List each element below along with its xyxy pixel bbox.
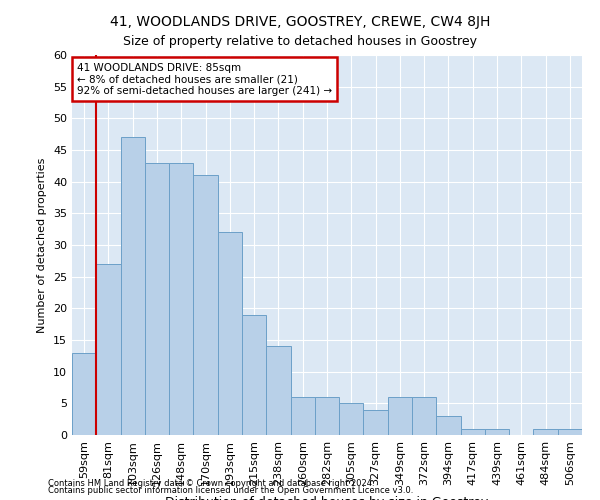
Y-axis label: Number of detached properties: Number of detached properties [37, 158, 47, 332]
Bar [388, 397, 412, 435]
Bar [461, 428, 485, 435]
Bar [290, 397, 315, 435]
Bar [485, 428, 509, 435]
Bar [72, 352, 96, 435]
Bar [339, 404, 364, 435]
Bar [533, 428, 558, 435]
Bar [266, 346, 290, 435]
Text: Contains HM Land Registry data © Crown copyright and database right 2024.: Contains HM Land Registry data © Crown c… [48, 478, 374, 488]
Bar [364, 410, 388, 435]
Text: Size of property relative to detached houses in Goostrey: Size of property relative to detached ho… [123, 35, 477, 48]
Bar [121, 138, 145, 435]
Bar [169, 162, 193, 435]
Bar [412, 397, 436, 435]
Text: 41, WOODLANDS DRIVE, GOOSTREY, CREWE, CW4 8JH: 41, WOODLANDS DRIVE, GOOSTREY, CREWE, CW… [110, 15, 490, 29]
Bar [315, 397, 339, 435]
Text: 41 WOODLANDS DRIVE: 85sqm
← 8% of detached houses are smaller (21)
92% of semi-d: 41 WOODLANDS DRIVE: 85sqm ← 8% of detach… [77, 62, 332, 96]
Bar [558, 428, 582, 435]
Text: Contains public sector information licensed under the Open Government Licence v3: Contains public sector information licen… [48, 486, 413, 495]
Bar [96, 264, 121, 435]
Bar [436, 416, 461, 435]
Bar [242, 314, 266, 435]
X-axis label: Distribution of detached houses by size in Goostrey: Distribution of detached houses by size … [166, 496, 488, 500]
Bar [193, 176, 218, 435]
Bar [218, 232, 242, 435]
Bar [145, 162, 169, 435]
